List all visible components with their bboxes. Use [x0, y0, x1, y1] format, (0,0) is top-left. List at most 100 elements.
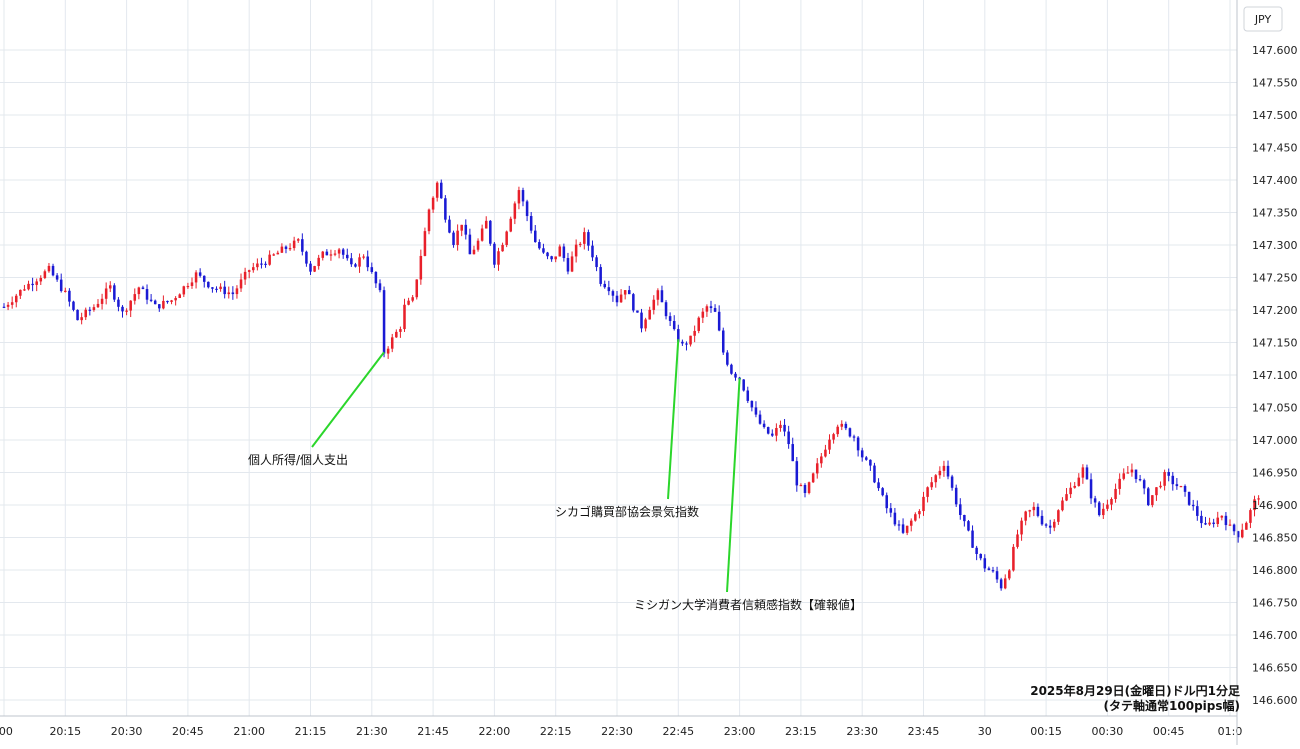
y-tick-label: 147.250	[1252, 272, 1298, 285]
candle-body	[415, 279, 419, 298]
candle-body	[856, 437, 860, 451]
x-tick-label: 00:15	[1030, 725, 1062, 738]
candle-body	[959, 504, 962, 515]
y-tick-label: 147.150	[1252, 337, 1298, 350]
candle-body	[1196, 506, 1199, 516]
candle-body	[730, 364, 733, 374]
candle-body	[264, 263, 267, 265]
candle-body	[685, 343, 688, 345]
candle-body	[705, 306, 709, 312]
candle-body	[27, 283, 30, 290]
candle-body	[92, 307, 96, 311]
chart-info-line-2: (タテ軸通常100pips幅)	[1104, 698, 1240, 713]
candle-body	[35, 281, 38, 285]
candle-body	[664, 302, 668, 317]
candle-body	[435, 182, 439, 198]
candle-body	[721, 330, 725, 353]
y-tick-label: 147.500	[1252, 109, 1298, 122]
candle-body	[23, 289, 26, 291]
candle-body	[321, 251, 325, 258]
candle-body	[1253, 499, 1256, 511]
candle-body	[1106, 504, 1109, 509]
candle-body	[468, 234, 472, 255]
candle-body	[260, 263, 263, 265]
candle-body	[1057, 510, 1060, 522]
candle-body	[1204, 523, 1207, 525]
candle-body	[677, 329, 680, 342]
candle-body	[950, 476, 954, 488]
candle-body	[746, 390, 750, 401]
candle-body	[918, 511, 921, 515]
candle-body	[877, 482, 880, 489]
candle-body	[31, 283, 34, 286]
y-tick-label: 147.200	[1252, 304, 1298, 317]
candle-body	[881, 488, 884, 496]
candle-body	[828, 439, 831, 450]
candle-body	[88, 309, 92, 311]
y-tick-label: 146.650	[1252, 662, 1298, 675]
y-tick-label: 146.750	[1252, 597, 1298, 610]
candle-body	[317, 257, 320, 267]
currency-label-box	[1243, 6, 1283, 32]
candle-body	[1032, 506, 1036, 511]
candle-body	[558, 246, 562, 257]
candle-body	[529, 216, 533, 231]
candle-body	[59, 279, 63, 292]
candle-body	[247, 270, 251, 272]
candle-body	[1130, 469, 1134, 473]
candle-body	[1232, 524, 1236, 532]
candle-body	[480, 228, 484, 241]
y-tick-label: 147.300	[1252, 239, 1298, 252]
candle-body	[619, 294, 623, 303]
y-tick-label: 146.600	[1252, 694, 1298, 707]
candle-body	[113, 285, 116, 300]
candle-body	[1151, 495, 1154, 506]
y-tick-label: 147.400	[1252, 174, 1298, 187]
x-tick-label: 22:45	[662, 725, 694, 738]
candle-body	[149, 299, 153, 301]
candle-body	[1012, 546, 1015, 571]
x-tick-label: 22:15	[540, 725, 572, 738]
candle-body	[865, 457, 868, 460]
candle-body	[358, 257, 361, 267]
candle-body	[1097, 502, 1101, 516]
candle-body	[440, 182, 443, 199]
candle-body	[824, 449, 827, 457]
candle-body	[546, 252, 549, 257]
candle-body	[513, 203, 517, 219]
candle-body	[472, 249, 476, 255]
grid	[0, 0, 1237, 716]
candle-body	[1040, 515, 1044, 525]
candle-body	[227, 292, 231, 295]
candle-body	[681, 341, 684, 344]
candle-body	[562, 246, 566, 259]
x-tick-label: 23:00	[724, 725, 756, 738]
candle-body	[207, 281, 210, 288]
candle-body	[186, 285, 190, 288]
x-tick-label: 00:45	[1153, 725, 1185, 738]
candle-body	[366, 256, 369, 268]
candle-body	[104, 288, 108, 299]
candles	[2, 179, 1260, 591]
candle-body	[587, 232, 590, 246]
candle-body	[137, 287, 141, 295]
candle-body	[836, 426, 839, 435]
candle-body	[550, 256, 553, 260]
x-tick-label: 30	[978, 725, 992, 738]
currency-label: JPY	[1254, 13, 1272, 26]
candle-body	[51, 265, 55, 276]
x-tick-label: 23:30	[846, 725, 878, 738]
candle-body	[329, 254, 333, 256]
candle-body	[533, 230, 537, 243]
candle-body	[820, 456, 823, 464]
y-tick-label: 147.550	[1252, 77, 1298, 90]
candle-body	[627, 290, 631, 295]
candle-body	[811, 473, 815, 483]
candle-body	[632, 294, 635, 311]
candle-body	[1200, 515, 1203, 524]
candle-body	[313, 266, 316, 272]
candle-body	[1138, 479, 1142, 481]
candle-body	[493, 243, 496, 265]
candle-body	[1257, 498, 1260, 500]
candle-body	[1061, 500, 1064, 511]
